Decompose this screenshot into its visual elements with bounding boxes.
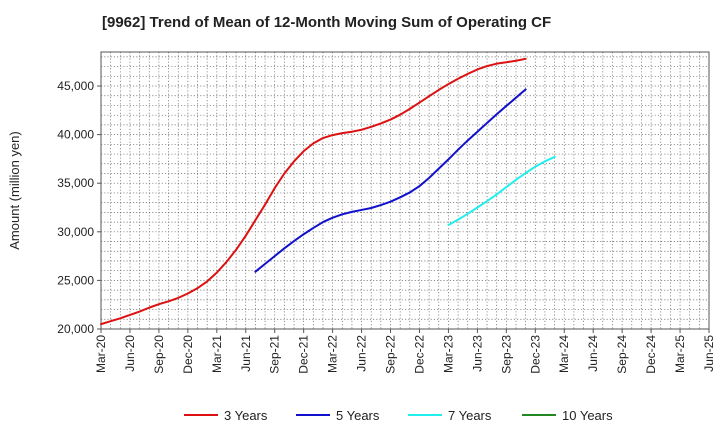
chart-title: [9962] Trend of Mean of 12-Month Moving … (102, 14, 552, 31)
gridlines (101, 52, 709, 329)
series-layer (100, 57, 556, 326)
plot-frame (100, 51, 710, 330)
x-tick-label: Sep-24 (615, 335, 629, 374)
legend-label-7-years: 7 Years (448, 408, 492, 423)
x-tick-label: Mar-21 (210, 335, 224, 373)
x-tick-label: Dec-23 (528, 335, 542, 374)
y-tick-label: 25,000 (57, 273, 94, 287)
x-tick-label: Dec-21 (297, 335, 311, 374)
x-tick-label: Mar-25 (673, 335, 687, 373)
series-line-5-years (254, 88, 527, 273)
x-axis-ticks: Mar-20 Jun-20 Sep-20 Dec-20 Mar-21 Jun-21 Sep-… (94, 329, 716, 374)
x-tick-label: Sep-22 (384, 335, 398, 374)
legend-label-3-years: 3 Years (224, 408, 268, 423)
y-tick-label: 40,000 (57, 128, 94, 142)
x-tick-label: Jun-24 (586, 335, 600, 372)
y-axis-title: Amount (million yen) (7, 131, 22, 250)
y-tick-label: 45,000 (57, 79, 94, 93)
x-tick-label: Mar-22 (326, 335, 340, 373)
x-tick-label: Sep-20 (152, 335, 166, 374)
x-tick-label: Sep-23 (499, 335, 513, 374)
legend-label-10-years: 10 Years (562, 408, 613, 423)
legend: 3 Years 5 Years 7 Years 10 Years (184, 408, 613, 423)
x-tick-label: Jun-23 (470, 335, 484, 372)
y-tick-label: 20,000 (57, 322, 94, 336)
x-tick-label: Dec-20 (181, 335, 195, 374)
series-line-7-years (447, 155, 556, 226)
plot-area (101, 52, 709, 329)
x-tick-label: Mar-20 (94, 335, 108, 373)
x-tick-label: Jun-20 (123, 335, 137, 372)
x-tick-label: Dec-24 (644, 335, 658, 374)
series-line-3-years (100, 57, 527, 326)
x-tick-label: Jun-25 (702, 335, 716, 372)
x-tick-label: Mar-24 (557, 335, 571, 373)
x-tick-label: Dec-22 (412, 335, 426, 374)
y-tick-label: 30,000 (57, 225, 94, 239)
x-tick-label: Jun-22 (355, 335, 369, 372)
x-tick-label: Jun-21 (239, 335, 253, 372)
legend-label-5-years: 5 Years (336, 408, 380, 423)
x-tick-label: Sep-21 (268, 335, 282, 374)
y-axis-ticks: 20,000 25,000 30,000 35,000 40,000 45,000 (57, 79, 101, 336)
x-tick-label: Mar-23 (441, 335, 455, 373)
y-tick-label: 35,000 (57, 176, 94, 190)
